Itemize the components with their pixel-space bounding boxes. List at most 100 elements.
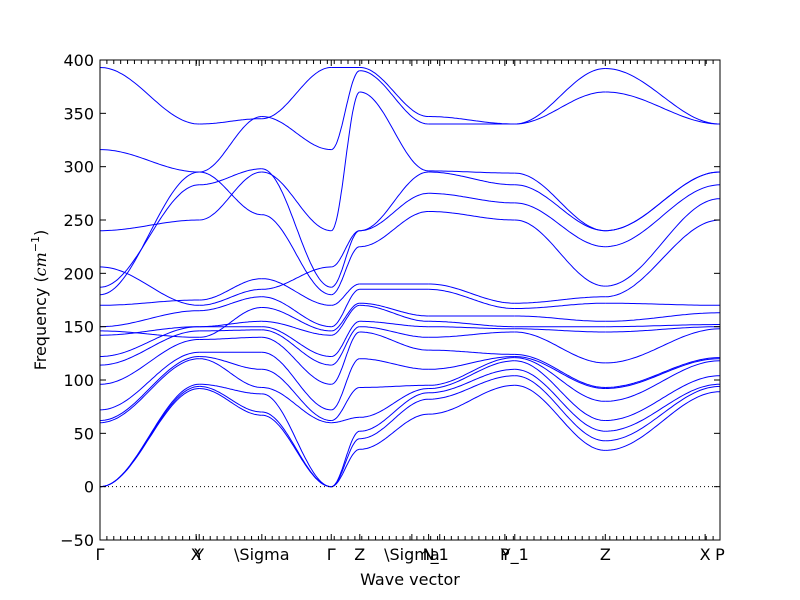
band-line <box>331 230 360 288</box>
band-line <box>261 393 332 488</box>
band-line <box>514 384 606 451</box>
band-line <box>199 383 262 395</box>
x-tick-label: X <box>191 545 202 564</box>
band-line <box>605 324 720 328</box>
band-line <box>199 329 262 332</box>
band-line <box>514 353 606 388</box>
x-tick-label: Y <box>193 545 204 564</box>
band-line <box>514 328 606 333</box>
band-line <box>605 391 721 451</box>
band-line <box>199 118 262 125</box>
band-line <box>514 219 606 287</box>
band-line <box>428 116 515 125</box>
band-line <box>99 171 200 296</box>
band-line <box>514 360 606 421</box>
band-line <box>514 202 606 248</box>
band-line <box>199 116 262 173</box>
y-axis-title-exponent: −1 <box>29 236 42 252</box>
band-line <box>199 320 262 328</box>
band-line <box>331 326 360 366</box>
band-line <box>359 304 429 322</box>
band-line <box>261 336 332 385</box>
band-line <box>428 171 515 186</box>
band-line <box>331 230 360 268</box>
x-tick-label: \Sigma <box>384 545 440 564</box>
band-line <box>359 388 429 418</box>
band-line <box>359 398 429 440</box>
band-line <box>331 91 360 232</box>
band-line <box>514 68 606 125</box>
y-axis-title-unit: cm <box>31 252 50 276</box>
band-line <box>331 416 360 424</box>
x-tick-label: Γ <box>96 545 105 564</box>
band-line <box>99 310 200 328</box>
band-line <box>359 91 429 172</box>
band-line <box>514 356 606 389</box>
band-line <box>199 171 262 216</box>
band-line <box>199 307 262 338</box>
x-tick-label: P <box>500 545 510 564</box>
band-line <box>100 299 200 306</box>
band-line <box>261 368 332 421</box>
y-tick-label: 100 <box>63 371 94 390</box>
band-line <box>359 326 429 338</box>
band-line <box>605 312 720 322</box>
band-line <box>605 302 720 306</box>
band-line <box>428 288 515 309</box>
band-line <box>331 304 360 336</box>
band-line <box>261 296 332 328</box>
band-line <box>331 358 360 411</box>
band-line <box>100 326 200 357</box>
band-line <box>428 384 515 415</box>
band-line <box>428 356 515 370</box>
y-tick-label: 50 <box>74 424 94 443</box>
y-tick-label: 0 <box>84 478 94 497</box>
band-line <box>514 296 606 304</box>
band-line <box>261 278 332 306</box>
band-line <box>605 326 720 333</box>
band-line <box>331 302 360 332</box>
band-line <box>605 358 720 389</box>
band-line <box>428 211 515 221</box>
plot-area-frame <box>99 59 721 541</box>
band-line <box>428 192 515 204</box>
y-tick-label: −50 <box>60 531 94 550</box>
band-line <box>199 336 262 340</box>
band-line <box>605 360 721 402</box>
band-line <box>99 266 200 306</box>
band-line <box>359 413 429 450</box>
y-axis-title-close: ) <box>31 230 50 236</box>
band-line <box>605 184 721 248</box>
band-line <box>99 184 200 288</box>
band-line <box>428 320 515 328</box>
band-line <box>359 192 429 232</box>
band-line <box>514 331 606 364</box>
band-line <box>261 266 332 290</box>
x-tick-label: _1 <box>430 545 449 565</box>
band-line <box>331 331 360 385</box>
band-line <box>359 302 429 317</box>
band-line <box>605 375 721 421</box>
band-line <box>359 67 429 117</box>
band-line <box>605 68 721 125</box>
x-tick-label: Y_1 <box>500 545 529 565</box>
band-line <box>261 411 332 488</box>
y-axis-title-text: Frequency ( <box>31 276 50 370</box>
band-line <box>428 331 515 338</box>
band-line <box>428 375 515 400</box>
band-line <box>199 388 262 416</box>
band-line <box>261 171 332 232</box>
band-line <box>331 283 360 306</box>
band-line <box>428 357 515 386</box>
x-tick-label: P <box>715 545 725 564</box>
y-tick-label: 400 <box>63 51 94 70</box>
band-line <box>261 329 332 366</box>
band-line <box>428 326 515 330</box>
band-line <box>331 288 360 328</box>
band-line <box>261 307 332 332</box>
band-line <box>199 385 262 413</box>
band-line <box>514 91 606 125</box>
band-line <box>514 315 606 322</box>
band-line <box>359 331 429 351</box>
